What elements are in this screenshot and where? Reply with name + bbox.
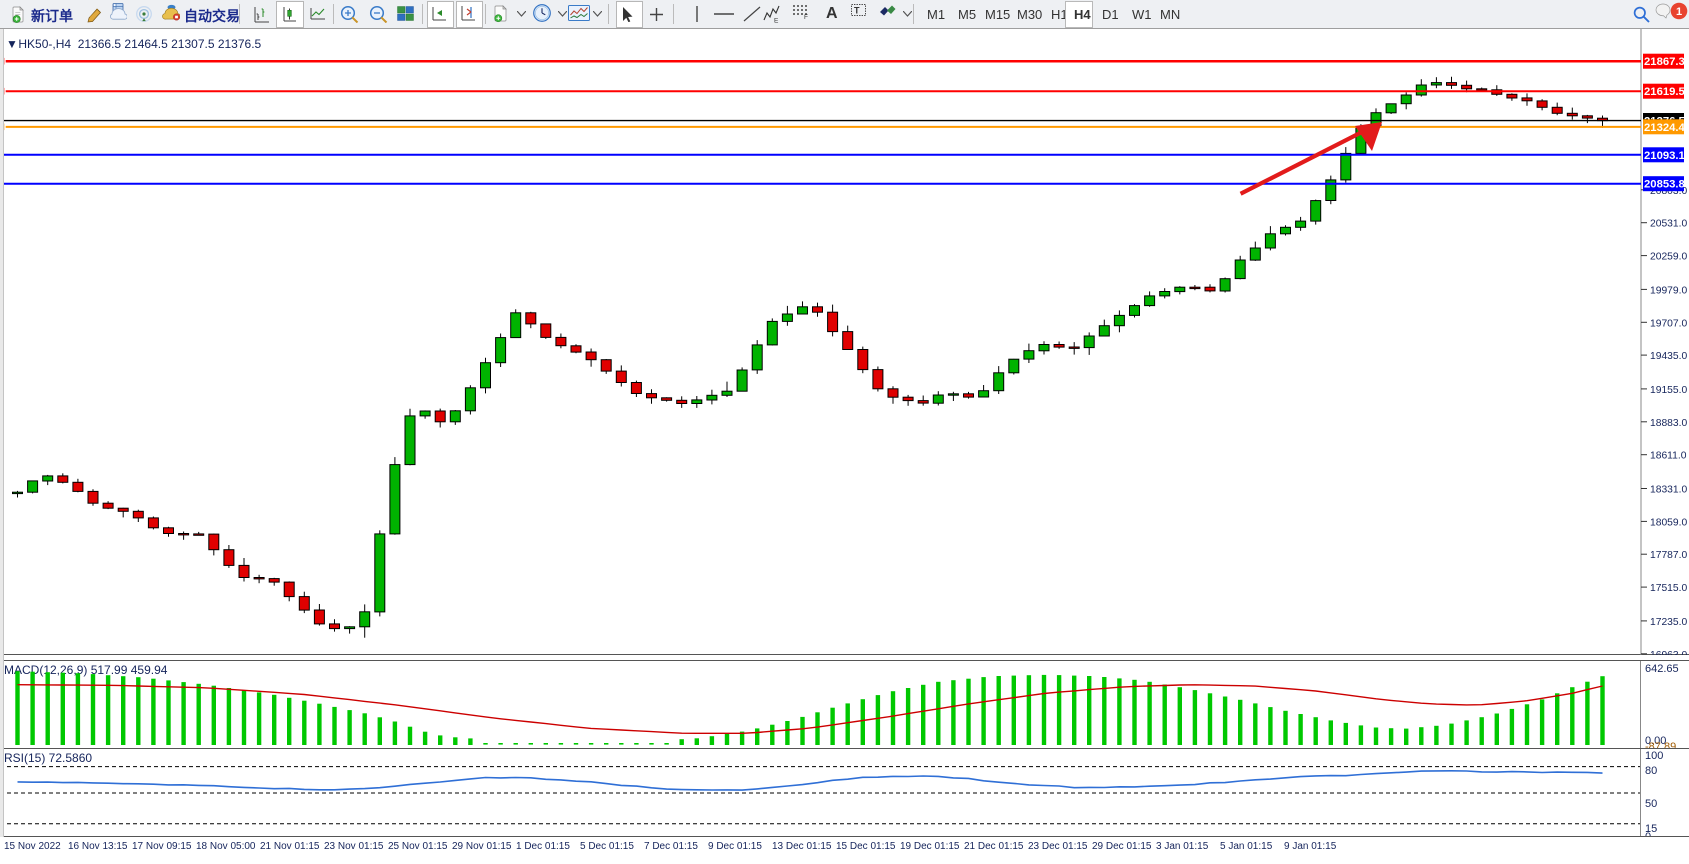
svg-text:21093.1: 21093.1 [1644, 150, 1685, 162]
svg-text:19155.0: 19155.0 [1650, 385, 1687, 396]
svg-text:19435.0: 19435.0 [1650, 351, 1687, 362]
svg-text:17515.0: 17515.0 [1650, 583, 1687, 594]
svg-text:1: 1 [1676, 6, 1682, 18]
svg-text:18883.0: 18883.0 [1650, 418, 1687, 429]
svg-text:17235.0: 17235.0 [1650, 617, 1687, 628]
svg-text:19979.0: 19979.0 [1650, 285, 1687, 296]
svg-text:18611.0: 18611.0 [1650, 451, 1687, 462]
svg-text:18331.0: 18331.0 [1650, 485, 1687, 496]
svg-text:21619.5: 21619.5 [1644, 86, 1685, 98]
svg-text:20531.0: 20531.0 [1650, 219, 1687, 230]
svg-text:21867.3: 21867.3 [1644, 56, 1685, 68]
svg-text:20853.8: 20853.8 [1644, 179, 1685, 191]
svg-text:17787.0: 17787.0 [1650, 550, 1687, 561]
svg-text:19707.0: 19707.0 [1650, 318, 1687, 329]
svg-text:21324.4: 21324.4 [1644, 122, 1686, 134]
svg-text:20259.0: 20259.0 [1650, 252, 1687, 263]
svg-text:18059.0: 18059.0 [1650, 517, 1687, 528]
svg-text:16963.0: 16963.0 [1650, 650, 1687, 655]
